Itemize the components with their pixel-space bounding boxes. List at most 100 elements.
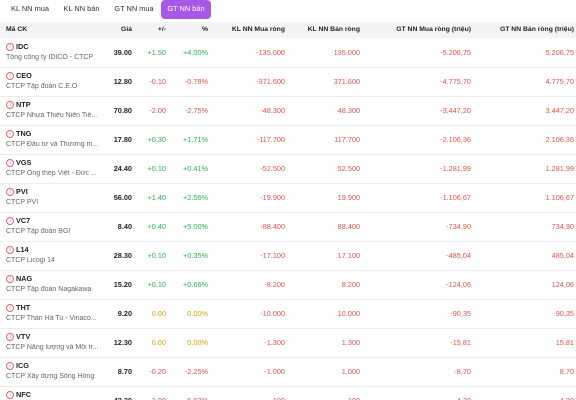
percent-cell: +4.00% — [183, 48, 208, 57]
stock-symbol-icon: i — [6, 72, 14, 80]
table-row[interactable]: i ICG CTCP Xây dựng Sông Hồng 8.70 -0.20 -2.2… — [0, 358, 576, 387]
percent-cell: -2.25% — [184, 367, 208, 376]
gt-ban-rong-cell: 4.775,70 — [545, 77, 574, 86]
price-cell: 24.40 — [113, 164, 132, 173]
stock-symbol[interactable]: PVI — [16, 187, 28, 196]
table-row[interactable]: i NTP CTCP Nhựa Thiếu Niên Tiề... 70.80 -2.0… — [0, 97, 576, 126]
tab-kl-nn-mua[interactable]: KL NN mua — [11, 4, 49, 13]
gt-mua-rong-cell: -5.206,75 — [440, 48, 471, 57]
table-row[interactable]: i CEO CTCP Tập đoàn C.E.O 12.80 -0.10 -0.78% -… — [0, 68, 576, 97]
change-cell: -2.00 — [149, 106, 166, 115]
table-row[interactable]: i PVI CTCP PVI 56.00 +1.40 +2.56% -19.900 19.90… — [0, 184, 576, 213]
table-header: Mã CK Giá +/- % KL NN Mua ròng KL NN Bán… — [0, 22, 576, 38]
stock-symbol-icon: i — [6, 43, 14, 51]
stock-symbol[interactable]: NTP — [16, 100, 31, 109]
change-cell: +0.40 — [147, 222, 166, 231]
stock-symbol[interactable]: VTV — [16, 332, 31, 341]
table-row[interactable]: i L14 CTCP Licogi 14 28.30 +0.10 +0.35% -17.10… — [0, 242, 576, 271]
header-gt-ban-rong: GT NN Bán ròng (triệu) — [499, 26, 574, 33]
kl-mua-rong-cell: -48.300 — [260, 106, 285, 115]
table-row[interactable]: i TNG CTCP Đầu tư và Thương m... 17.80 +0.30… — [0, 126, 576, 155]
company-name: CTCP Licogi 14 — [6, 257, 55, 264]
percent-cell: 0.00% — [187, 309, 208, 318]
company-name: CTCP Đầu tư và Thương m... — [6, 141, 99, 148]
kl-ban-rong-cell: 135.000 — [333, 48, 360, 57]
change-cell: -3.00 — [140, 396, 166, 400]
stock-symbol-icon: i — [6, 391, 14, 399]
kl-mua-rong-cell: -8.200 — [264, 280, 285, 289]
percent-cell: -0.78% — [184, 77, 208, 86]
company-name: CTCP Xây dựng Sông Hồng — [6, 373, 95, 380]
kl-mua-rong-cell: -1.300 — [264, 338, 285, 347]
kl-mua-rong-cell: -10.000 — [260, 309, 285, 318]
company-name: Tổng công ty IDICO - CTCP — [6, 54, 94, 61]
price-cell: 15.20 — [113, 280, 132, 289]
stock-symbol[interactable]: NAG — [16, 274, 33, 283]
table-row[interactable]: i VC7 CTCP Tập đoàn BGI 8.40 +0.40 +5.00% -88.… — [0, 213, 576, 242]
gt-ban-rong-cell: 485,04 — [551, 251, 574, 260]
gt-ban-rong-cell: 8,70 — [559, 367, 574, 376]
gt-ban-rong-cell: 1.281,99 — [545, 164, 574, 173]
gt-ban-rong-cell: 1.106,67 — [545, 193, 574, 202]
gt-mua-rong-cell: -1.106,67 — [440, 193, 471, 202]
stock-symbol-icon: i — [6, 333, 14, 341]
change-cell: -0.10 — [149, 77, 166, 86]
kl-mua-rong-cell: -88.400 — [260, 222, 285, 231]
company-name: CTCP Ống thép Việt - Đức ... — [6, 170, 97, 177]
gt-ban-rong-cell: 2.106,36 — [545, 135, 574, 144]
price-cell: 56.00 — [113, 193, 132, 202]
stock-symbol[interactable]: TNG — [16, 129, 32, 138]
price-cell: 12.80 — [113, 77, 132, 86]
stock-symbol-icon: i — [6, 101, 14, 109]
tab-gt-nn-ban[interactable]: GT NN bán — [161, 0, 211, 19]
gt-mua-rong-cell: -485,04 — [446, 251, 471, 260]
gt-ban-rong-cell: 3.447,20 — [545, 106, 574, 115]
stock-symbol[interactable]: IDC — [16, 42, 29, 51]
stock-symbol[interactable]: CEO — [16, 71, 32, 80]
stock-symbol[interactable]: ICG — [16, 361, 29, 370]
table-row[interactable]: i VTV CTCP Năng lượng và Môi tr... 12.30 0.0… — [0, 329, 576, 358]
gt-ban-rong-cell: 734,90 — [551, 222, 574, 231]
tab-kl-nn-ban[interactable]: KL NN bán — [63, 4, 100, 13]
gt-mua-rong-cell: -4.775,70 — [440, 77, 471, 86]
stock-symbol-icon: i — [6, 304, 14, 312]
stock-symbol[interactable]: NFC — [16, 390, 31, 399]
kl-mua-rong-cell: -1.000 — [264, 367, 285, 376]
kl-ban-rong-cell: 100 — [290, 396, 360, 400]
stock-symbol[interactable]: VC7 — [16, 216, 31, 225]
table-row[interactable]: i IDC Tổng công ty IDICO - CTCP 39.00 +1.50 +… — [0, 39, 576, 68]
kl-ban-rong-cell: 52.500 — [337, 164, 360, 173]
kl-mua-rong-cell: -19.900 — [260, 193, 285, 202]
header-symbol: Mã CK — [6, 26, 28, 33]
stock-symbol[interactable]: L14 — [16, 245, 29, 254]
table-row[interactable]: i VGS CTCP Ống thép Việt - Đức ... 24.40 +0.… — [0, 155, 576, 184]
kl-ban-rong-cell: 371.600 — [333, 77, 360, 86]
stock-symbol[interactable]: THT — [16, 303, 31, 312]
price-cell: 12.30 — [113, 338, 132, 347]
table-row[interactable]: i NAG CTCP Tập đoàn Nagakawa 15.20 +0.10 +0.6… — [0, 271, 576, 300]
price-cell: 17.80 — [113, 135, 132, 144]
stock-symbol[interactable]: VGS — [16, 158, 32, 167]
gt-ban-rong-cell: 5.206,75 — [545, 48, 574, 57]
change-cell: +0.30 — [147, 135, 166, 144]
company-name: CTCP Nhựa Thiếu Niên Tiề... — [6, 112, 98, 119]
table-row[interactable]: i THT CTCP Than Hà Tu - Vinaco... 9.20 0.00 0… — [0, 300, 576, 329]
header-kl-ban-rong: KL NN Bán ròng — [307, 26, 360, 33]
price-cell: 8.70 — [117, 367, 132, 376]
kl-ban-rong-cell: 8.200 — [341, 280, 360, 289]
gt-mua-rong-cell: -4,30 — [365, 396, 471, 400]
table-row[interactable]: iNFCCTCP Phân lân Ninh Bình42.30-3.00-6.… — [0, 387, 576, 400]
kl-mua-rong-cell: -17.100 — [260, 251, 285, 260]
company-name: CTCP Tập đoàn Nagakawa — [6, 286, 92, 293]
change-cell: +1.50 — [147, 48, 166, 57]
gt-mua-rong-cell: -90,35 — [450, 309, 471, 318]
change-cell: +0.10 — [147, 280, 166, 289]
kl-ban-rong-cell: 19.900 — [337, 193, 360, 202]
tab-gt-nn-mua[interactable]: GT NN mua — [114, 4, 154, 13]
change-cell: 0.00 — [151, 338, 166, 347]
change-cell: -0.20 — [149, 367, 166, 376]
price-cell: 39.00 — [113, 48, 132, 57]
kl-ban-rong-cell: 88.400 — [337, 222, 360, 231]
header-kl-mua-rong: KL NN Mua ròng — [231, 26, 285, 33]
company-name: CTCP PVI — [6, 199, 39, 206]
